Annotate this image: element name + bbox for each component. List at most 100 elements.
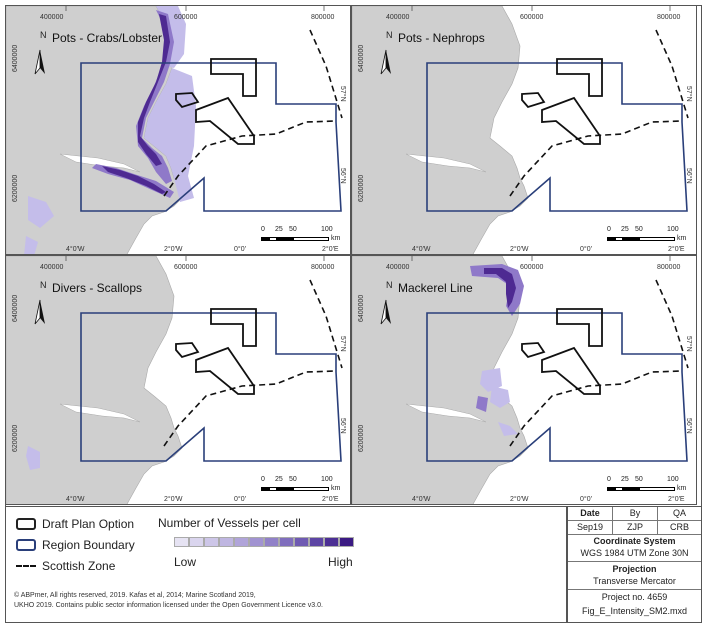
- northing-tick: 6200000: [12, 424, 19, 452]
- legend: Draft Plan Option Region Boundary Scotti…: [5, 506, 567, 623]
- scale-bar: 0 25 50 100 km: [261, 226, 343, 253]
- scale-label: 0: [607, 226, 611, 233]
- north-arrow-icon: [34, 49, 45, 75]
- easting-tick: 800000: [311, 264, 335, 271]
- scale-bar: 0 25 50 100 km: [607, 226, 689, 253]
- by-header: By: [629, 508, 641, 518]
- longitude-tick: 4°0'W: [412, 246, 431, 253]
- date-header: Date: [580, 508, 600, 518]
- proj-value: Transverse Mercator: [593, 576, 676, 586]
- draft-plan-option-3: [195, 96, 255, 145]
- scottish-zone-line-1: [163, 370, 337, 447]
- scale-label: 25: [621, 226, 629, 233]
- scale-label: 25: [275, 226, 283, 233]
- northing-tick: 6200000: [358, 424, 365, 452]
- draft-plan-option-1: [210, 58, 257, 97]
- region-boundary: [80, 312, 342, 462]
- ramp-step-5: [234, 537, 249, 547]
- vessels-title: Number of Vessels per cell: [158, 516, 301, 530]
- scale-bar: 0 25 50 100 km: [607, 476, 689, 503]
- legend-scottish-zone: Scottish Zone: [16, 559, 115, 573]
- intensity-area-6: [102, 166, 166, 194]
- scale-segment: [639, 487, 675, 491]
- legend-region-boundary: Region Boundary: [16, 538, 135, 552]
- scale-label: 0: [607, 476, 611, 483]
- easting-tick: 400000: [40, 264, 64, 271]
- map-svg: [6, 256, 350, 504]
- project-number: Project no. 4659: [601, 592, 668, 602]
- map-panel-crabs-lobster: Pots - Crabs/Lobster N 400000 600000 800000 4…: [5, 5, 351, 255]
- draft-plan-option-3: [195, 346, 255, 395]
- scale-label: 100: [667, 226, 679, 233]
- map-svg: [6, 6, 350, 254]
- scale-unit: km: [677, 235, 687, 242]
- intensity-area-4: [138, 14, 170, 166]
- intensity-area-3: [480, 368, 502, 392]
- north-arrow-icon: [380, 299, 391, 325]
- scale-segment: [269, 237, 277, 241]
- easting-tick: 400000: [386, 14, 410, 21]
- easting-tick: 400000: [40, 14, 64, 21]
- scale-segment: [293, 237, 329, 241]
- region-boundary: [426, 312, 688, 462]
- longitude-tick: 2°0'W: [510, 496, 529, 503]
- credits: © ABPmer, All rights reserved, 2019. Kaf…: [14, 591, 323, 611]
- map-svg: [352, 256, 696, 504]
- ramp-step-1: [174, 537, 189, 547]
- draft-plan-swatch: [16, 518, 36, 530]
- latitude-tick: 56°N: [339, 168, 346, 184]
- ramp-low-label: Low: [174, 555, 197, 569]
- panel-title: Pots - Nephrops: [398, 31, 485, 45]
- region-boundary: [426, 62, 688, 212]
- northing-tick: 6400000: [12, 44, 19, 72]
- scottish-zone-swatch: [16, 565, 36, 567]
- scottish-zone-line-1: [509, 370, 683, 447]
- draft-plan-option-2: [521, 342, 546, 359]
- northing-tick: 6400000: [358, 294, 365, 322]
- longitude-tick: 2°0'E: [668, 246, 685, 253]
- region-boundary: [80, 62, 342, 212]
- scale-segment: [261, 487, 269, 491]
- longitude-tick: 4°0'W: [412, 496, 431, 503]
- scale-segment: [269, 487, 277, 491]
- ramp-step-12: [339, 537, 354, 547]
- scale-label: 100: [321, 226, 333, 233]
- draft-plan-option-1: [556, 58, 603, 97]
- credit-line-1: © ABPmer, All rights reserved, 2019. Kaf…: [14, 592, 256, 599]
- scottish-zone-line-1: [163, 120, 337, 197]
- latitude-tick: 56°N: [339, 418, 346, 434]
- easting-tick: 600000: [174, 14, 198, 21]
- draft-plan-option-2: [175, 92, 200, 109]
- file-name: Fig_E_Intensity_SM2.mxd: [581, 606, 688, 616]
- scottish-zone-line-2: [655, 279, 689, 369]
- easting-tick: 400000: [386, 264, 410, 271]
- scottish-zone-label: Scottish Zone: [42, 559, 116, 573]
- north-label: N: [386, 280, 393, 290]
- coord-value: WGS 1984 UTM Zone 30N: [580, 548, 689, 558]
- draft-plan-option-3: [541, 96, 601, 145]
- ramp-step-8: [279, 537, 294, 547]
- draft-plan-option-2: [175, 342, 200, 359]
- by-value: ZJP: [626, 522, 643, 532]
- scale-unit: km: [331, 485, 341, 492]
- map-panel-divers-scallops: Divers - Scallops N 400000 600000 800000 4°0'…: [5, 255, 351, 505]
- scale-segment: [623, 487, 639, 491]
- scale-label: 0: [261, 226, 265, 233]
- scale-segment: [615, 237, 623, 241]
- intensity-area-8: [24, 236, 38, 254]
- latitude-tick: 57°N: [339, 86, 346, 102]
- longitude-tick: 4°0'W: [66, 246, 85, 253]
- panel-title: Pots - Crabs/Lobster: [52, 31, 163, 45]
- info-box: Date By QA Sep19 ZJP CRB Coordinate Syst…: [567, 506, 702, 623]
- easting-tick: 600000: [520, 264, 544, 271]
- longitude-tick: 0°0': [234, 496, 246, 503]
- intensity-area-7: [28, 196, 54, 228]
- intensity-area-6: [498, 422, 518, 436]
- map-panel-nephrops: Pots - Nephrops N 400000 600000 800000 4°0'W 2…: [351, 5, 697, 255]
- intensity-area-2: [484, 268, 516, 308]
- scale-segment: [277, 237, 293, 241]
- draft-plan-option-1: [210, 308, 257, 347]
- scale-segment: [607, 237, 615, 241]
- intensity-area-5: [476, 396, 488, 412]
- northing-tick: 6200000: [12, 174, 19, 202]
